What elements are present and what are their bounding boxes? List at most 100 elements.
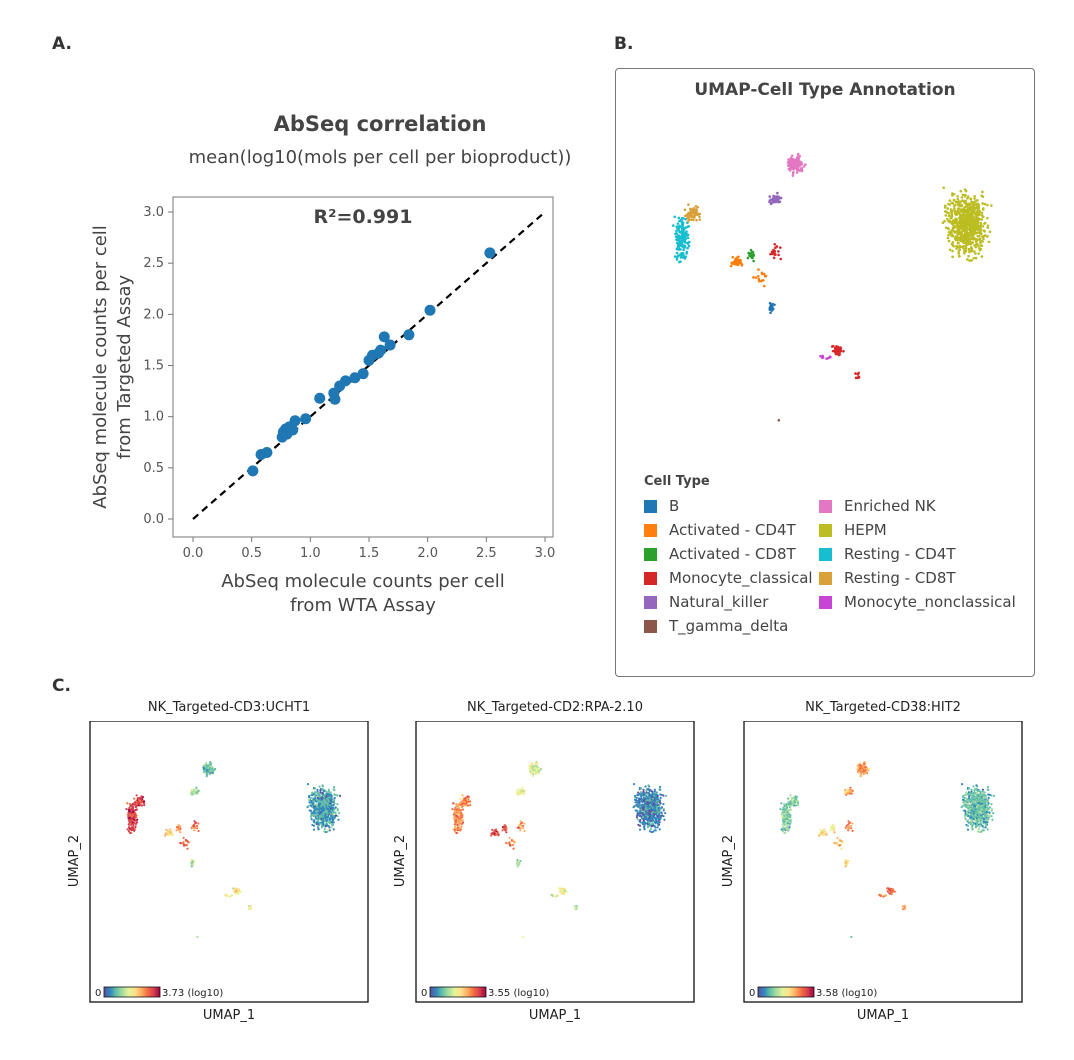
cell-point (643, 822, 646, 825)
cell-point (865, 770, 868, 773)
cell-point (456, 804, 459, 807)
cell-point (249, 907, 252, 911)
cell-point (962, 220, 965, 223)
legend-label: Natural_killer (669, 593, 769, 611)
cell-point (639, 787, 643, 790)
cell-point (949, 230, 953, 233)
cell-point (971, 224, 975, 228)
legend-item: T_gamma_delta (644, 617, 788, 635)
cell-point (685, 252, 688, 255)
legend-label: Resting - CD4T (844, 545, 956, 563)
cell-point (786, 823, 789, 827)
cell-point (971, 799, 974, 802)
x-axis-label: from WTA Assay (290, 595, 436, 616)
y-axis-label: UMAP_2 (393, 835, 408, 887)
cell-point (972, 815, 975, 818)
legend-swatch (644, 595, 657, 609)
legend-label: Activated - CD8T (669, 545, 796, 563)
cell-point (333, 802, 336, 805)
cell-point (639, 805, 642, 808)
data-point (247, 465, 259, 477)
cell-point (978, 248, 982, 252)
cell-point (984, 826, 987, 829)
cell-point (654, 805, 657, 808)
cell-point (982, 809, 985, 812)
cell-point (130, 815, 134, 818)
cell-point (786, 810, 789, 813)
cell-point (458, 810, 461, 813)
cell-point (982, 796, 985, 799)
cell-point (834, 352, 838, 356)
cell-point (971, 216, 975, 220)
cell-point (458, 827, 461, 830)
cell-point (459, 797, 462, 800)
cell-point (130, 826, 133, 829)
cell-point (973, 802, 976, 805)
cell-point (981, 202, 984, 205)
cell-point (977, 204, 981, 207)
cell-point (310, 814, 313, 817)
cell-point (193, 825, 196, 828)
cell-point (321, 791, 324, 794)
cell-point (963, 193, 967, 197)
cell-point (652, 808, 655, 811)
cell-point (846, 788, 849, 791)
cell-point (520, 821, 524, 824)
cell-point (780, 802, 783, 805)
cell-point (947, 230, 951, 234)
cell-point (189, 792, 193, 795)
cell-point (975, 821, 979, 824)
cell-point (975, 784, 978, 787)
cell-point (650, 830, 653, 834)
cell-point (642, 819, 645, 822)
cell-point (677, 216, 681, 220)
cell-point (643, 828, 646, 831)
cell-point (523, 829, 526, 833)
cell-point (963, 241, 966, 245)
cell-point (316, 816, 319, 819)
cell-point (133, 816, 136, 820)
cell-point (974, 797, 977, 800)
cell-point (800, 162, 803, 166)
cell-point (786, 161, 790, 164)
cell-point (974, 826, 977, 829)
cell-point (783, 802, 786, 806)
cell-point (321, 805, 325, 808)
cell-point (788, 822, 792, 825)
cell-point (455, 814, 458, 817)
colorbar (103, 986, 161, 998)
cell-point (644, 817, 647, 821)
cell-point (687, 216, 690, 220)
cell-point (651, 811, 654, 814)
cell-point (965, 230, 968, 234)
cell-point (771, 200, 774, 204)
cell-point (978, 790, 982, 793)
cell-point (647, 802, 650, 805)
cell-point (980, 819, 983, 822)
cell-point (788, 826, 791, 829)
cell-point (967, 237, 971, 241)
cell-point (314, 796, 317, 800)
cell-point (975, 787, 978, 791)
cell-point (795, 161, 798, 165)
cell-point (959, 189, 963, 193)
cell-point (729, 264, 733, 268)
cell-point (757, 277, 761, 281)
cell-point (844, 788, 847, 792)
cell-point (969, 246, 973, 250)
cell-point (772, 194, 775, 198)
cell-point (967, 215, 970, 218)
cell-point (463, 802, 467, 805)
cell-point (979, 228, 982, 232)
cell-point (461, 794, 464, 797)
cell-point (646, 817, 649, 821)
cell-point (658, 785, 662, 789)
legend-label: HEPM (844, 521, 887, 539)
cell-point (972, 236, 975, 239)
cell-point (193, 859, 196, 863)
legend-item: HEPM (819, 521, 887, 539)
cell-point (698, 218, 702, 221)
cell-point (838, 353, 841, 356)
cell-point (686, 212, 690, 216)
cell-point (575, 904, 579, 907)
